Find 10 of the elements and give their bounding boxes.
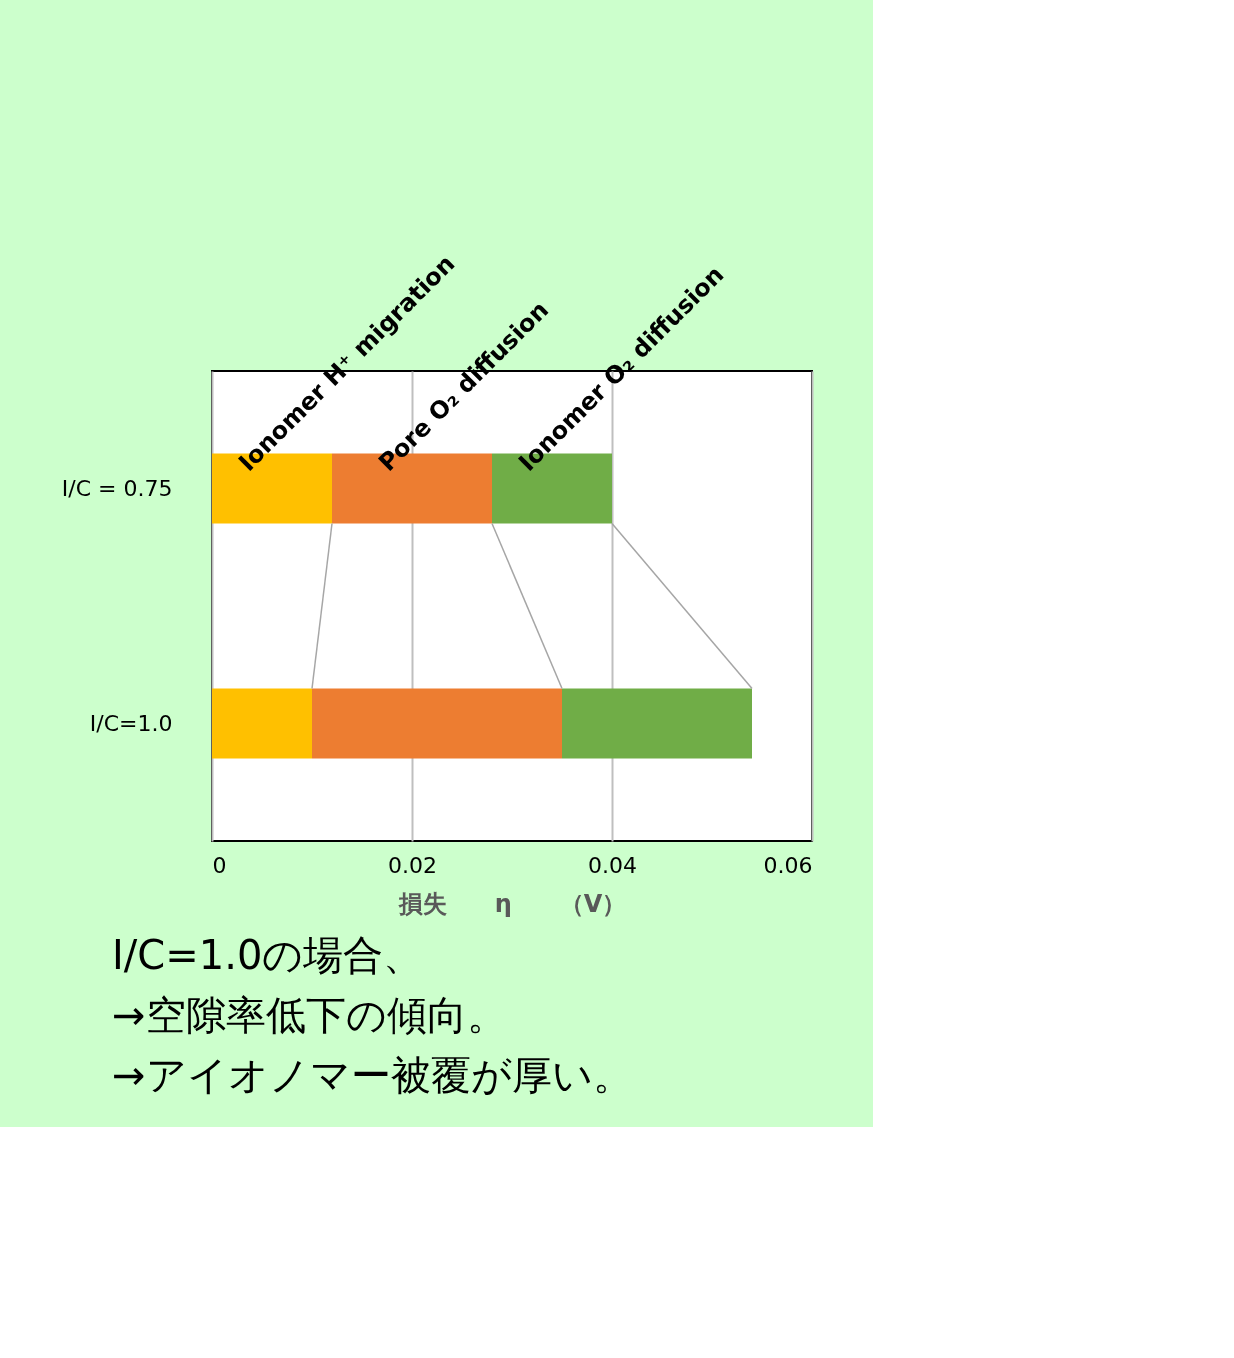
text: →アイオノマー被覆が厚い。 <box>112 1052 633 1098</box>
x-axis-title: 損失 η （V） <box>397 889 627 918</box>
x-tick-label: 0 <box>212 852 227 878</box>
x-tick-label: 0.02 <box>388 852 437 878</box>
x-tick-label: 0.04 <box>588 852 637 878</box>
text: I/C=1.0の場合、 <box>112 932 424 978</box>
text: →空隙率低下の傾向。 <box>112 992 507 1038</box>
y-tick-label: I/C=1.0 <box>89 710 173 736</box>
y-tick-label: I/C = 0.75 <box>61 475 173 501</box>
x-tick-label: 0.06 <box>763 852 813 878</box>
